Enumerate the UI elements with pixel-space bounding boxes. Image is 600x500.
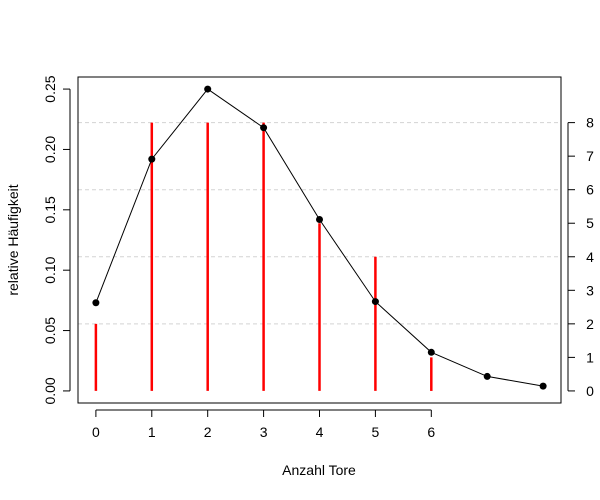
x-tick-label: 1 bbox=[148, 424, 156, 440]
x-tick-label: 5 bbox=[372, 424, 380, 440]
frequency-points bbox=[92, 85, 547, 390]
x-tick-label: 3 bbox=[260, 424, 268, 440]
x-tick-label: 4 bbox=[316, 424, 324, 440]
data-point bbox=[260, 124, 268, 132]
plot-frame bbox=[77, 76, 562, 404]
y-right-tick-label: 1 bbox=[586, 349, 594, 365]
y-left-tick-label: 0.00 bbox=[42, 377, 58, 404]
y-axis-title: relative Häufigkeit bbox=[5, 184, 21, 295]
data-point bbox=[371, 298, 379, 306]
y-right-tick-label: 4 bbox=[586, 249, 594, 265]
data-point bbox=[92, 299, 100, 307]
x-tick-label: 2 bbox=[204, 424, 212, 440]
y-right-tick-label: 5 bbox=[586, 215, 594, 231]
y-right-tick-label: 7 bbox=[586, 148, 594, 164]
x-axis: 0 1 2 3 4 5 6 bbox=[92, 409, 435, 440]
y-right-tick-label: 2 bbox=[586, 316, 594, 332]
y-left-tick-label: 0.15 bbox=[42, 196, 58, 223]
y-right-tick-label: 0 bbox=[586, 383, 594, 399]
y-left-tick-label: 0.25 bbox=[42, 75, 58, 102]
y-left-tick-label: 0.05 bbox=[42, 317, 58, 344]
y-axis-left: 0.00 0.05 0.10 0.15 0.20 0.25 bbox=[42, 75, 71, 405]
y-left-tick-label: 0.10 bbox=[42, 256, 58, 283]
data-point bbox=[483, 372, 491, 380]
data-point bbox=[316, 215, 323, 223]
data-point bbox=[204, 85, 212, 93]
data-point bbox=[148, 155, 156, 163]
red-bars bbox=[94, 122, 433, 391]
y-left-tick-label: 0.20 bbox=[42, 136, 58, 163]
x-tick-label: 0 bbox=[92, 424, 100, 440]
y-axis-right: 0 1 2 3 4 5 6 7 8 bbox=[567, 115, 594, 399]
x-axis-title: Anzahl Tore bbox=[282, 462, 356, 478]
y-right-tick-label: 8 bbox=[586, 115, 594, 131]
x-tick-label: 6 bbox=[427, 424, 435, 440]
data-point bbox=[539, 382, 547, 390]
y-right-tick-label: 3 bbox=[586, 282, 594, 298]
y-right-tick-label: 6 bbox=[586, 182, 594, 198]
data-point bbox=[427, 348, 435, 356]
